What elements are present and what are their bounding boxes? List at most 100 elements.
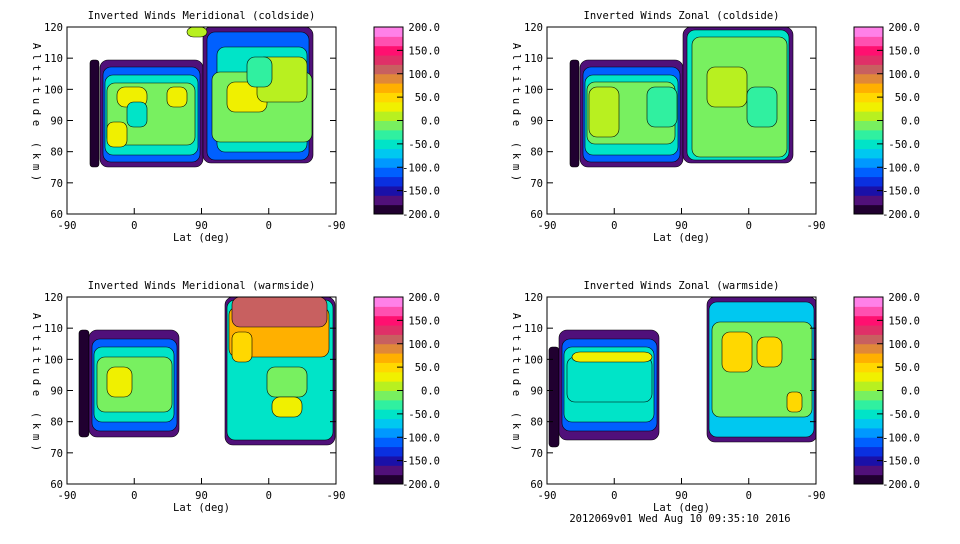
colorbar-band	[374, 315, 403, 326]
colorbar-band	[374, 195, 403, 206]
colorbar-band	[854, 36, 883, 47]
y-axis-label-char: i	[510, 346, 522, 352]
contour-region	[246, 56, 273, 88]
colorbar-band	[374, 465, 403, 476]
colorbar-label: 200.0	[888, 22, 920, 34]
y-axis-label-char: t	[30, 87, 42, 93]
y-axis-label-char: A	[510, 313, 522, 320]
panel-title: Inverted Winds Zonal (coldside)	[584, 10, 780, 22]
y-tick-label: 70	[530, 448, 543, 460]
contour-region	[106, 121, 128, 148]
colorbar-label: 0.0	[421, 116, 440, 128]
y-axis-label-char: A	[30, 313, 42, 320]
y-axis-label-char: m	[510, 434, 522, 440]
colorbar-label: 150.0	[408, 315, 440, 327]
contour-fill	[548, 297, 816, 448]
colorbar-band	[854, 101, 883, 112]
y-axis-label-char: t	[510, 357, 522, 363]
colorbar-label: 0.0	[901, 386, 920, 398]
x-tick-label: 0	[131, 490, 137, 502]
y-axis-label-char: d	[510, 379, 522, 385]
y-tick-label: 120	[524, 22, 543, 34]
colorbar-band	[374, 167, 403, 178]
colorbar-label: -100.0	[402, 432, 440, 444]
panel-1: Inverted Winds Meridional (coldside) 60 70…	[30, 10, 440, 244]
y-axis-label-char: (	[510, 412, 522, 418]
contour-region	[706, 66, 748, 108]
y-tick-label: 120	[524, 292, 543, 304]
colorbar-band	[374, 371, 403, 382]
colorbar-label: 50.0	[895, 362, 920, 374]
y-axis-label-char: l	[30, 324, 42, 330]
y-axis-label-char: l	[30, 54, 42, 60]
contour-fill	[569, 27, 794, 168]
colorbar-label: 50.0	[415, 362, 440, 374]
colorbar-band	[374, 353, 403, 363]
y-tick-label: 90	[530, 386, 543, 398]
colorbar-band	[854, 381, 883, 391]
colorbar-band	[854, 204, 883, 215]
y-axis-label-char: t	[510, 87, 522, 93]
contour-region	[756, 336, 783, 368]
colorbar-label: -50.0	[888, 409, 920, 421]
y-tick-label: 80	[530, 417, 543, 429]
y-axis-label-char: m	[30, 164, 42, 170]
panel-4: Inverted Winds Zonal (warmside) 60 70 80 90 1…	[510, 280, 920, 514]
x-axis-label: Lat (deg)	[173, 502, 230, 514]
y-tick-label: 90	[50, 386, 63, 398]
colorbar-label: 200.0	[408, 292, 440, 304]
colorbar-label: 200.0	[888, 292, 920, 304]
colorbar-label: 100.0	[888, 339, 920, 351]
contour-region	[721, 331, 753, 373]
footer-text: 2012069v01 Wed Aug 10 09:35:10 2016	[569, 513, 791, 525]
colorbar-label: -200.0	[402, 479, 440, 491]
y-axis-label-char: )	[30, 175, 42, 181]
contour-region	[566, 356, 653, 403]
y-axis-label-char: u	[510, 98, 522, 104]
colorbar-label: -200.0	[882, 479, 920, 491]
y-axis-label-char: k	[30, 423, 42, 430]
colorbar-band	[854, 409, 883, 420]
colorbar-label: -50.0	[888, 139, 920, 151]
contour-region	[266, 366, 308, 398]
colorbar-band	[854, 157, 883, 168]
contour-fill	[89, 27, 314, 168]
colorbar-band	[854, 297, 883, 307]
y-axis-label-char: k	[510, 423, 522, 430]
colorbar-band	[854, 474, 883, 485]
y-tick-label: 100	[44, 84, 63, 96]
x-tick-label: 0	[611, 220, 617, 232]
contour-region	[166, 86, 188, 108]
x-tick-label: 0	[611, 490, 617, 502]
y-axis-label-char: i	[510, 76, 522, 82]
colorbar-label: 150.0	[888, 45, 920, 57]
y-tick-label: 90	[530, 116, 543, 128]
colorbar-label: 150.0	[408, 45, 440, 57]
colorbar-band	[854, 465, 883, 476]
contour-region	[126, 101, 148, 128]
colorbar-band	[854, 64, 883, 75]
colorbar-band	[374, 409, 403, 420]
colorbar-band	[854, 120, 883, 131]
colorbar-band	[374, 64, 403, 75]
colorbar-label: 0.0	[421, 386, 440, 398]
colorbar-label: -200.0	[882, 209, 920, 221]
colorbar-band	[854, 111, 883, 121]
colorbar-label: -150.0	[882, 456, 920, 468]
y-tick-label: 70	[50, 448, 63, 460]
y-axis-label-char: e	[510, 390, 522, 396]
y-axis-label-char: k	[30, 153, 42, 160]
y-axis-label-char: t	[510, 335, 522, 341]
x-tick-label: 90	[195, 220, 208, 232]
colorbar-band	[374, 427, 403, 438]
x-tick-label: -90	[58, 490, 77, 502]
colorbar-band	[854, 185, 883, 196]
contour-region	[106, 366, 133, 398]
y-axis-label-char: t	[30, 65, 42, 71]
colorbar-band	[374, 73, 403, 84]
y-axis-label-char: t	[510, 65, 522, 71]
y-tick-label: 120	[44, 22, 63, 34]
colorbar-band	[374, 36, 403, 47]
x-tick-label: 0	[266, 490, 272, 502]
y-tick-label: 110	[524, 53, 543, 65]
